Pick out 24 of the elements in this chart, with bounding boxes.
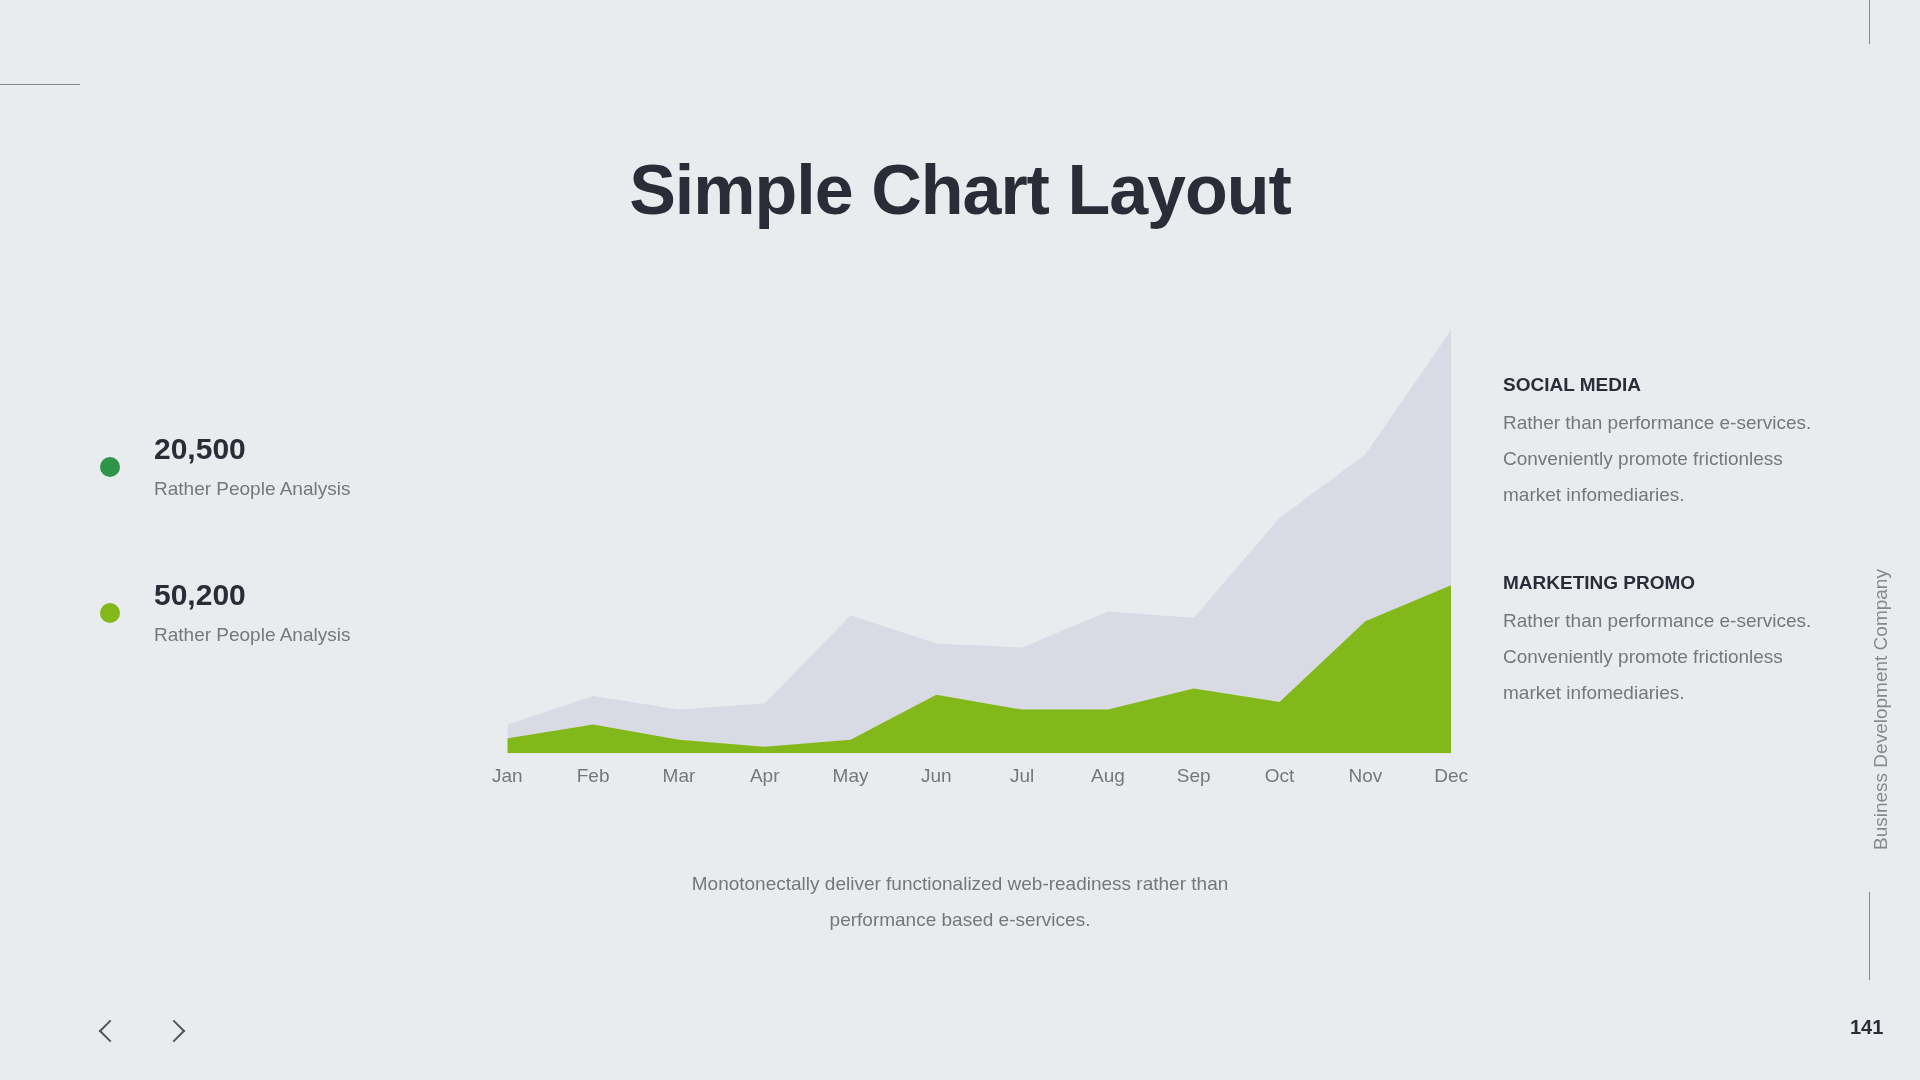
text: 20,500 [154, 432, 246, 466]
text: Rather than performance e-services. Conveniently promote frictionless market infomediaries. [1503, 411, 1813, 507]
x-tick-label: Jun [920, 764, 952, 786]
text: Rather People Analysis [154, 478, 351, 500]
text: Business Development Company [1870, 569, 1892, 850]
text: SOCIAL MEDIA [1503, 374, 1641, 396]
x-tick-label: Feb [576, 764, 610, 786]
x-tick-label: May [832, 764, 869, 786]
x-tick-label: Jul [1009, 764, 1035, 786]
x-tick-label: Apr [749, 764, 781, 786]
text: MARKETING PROMO [1503, 572, 1696, 594]
x-tick-label: Aug [1091, 764, 1125, 786]
x-tick-label: Jan [492, 764, 523, 786]
text: Rather People Analysis [154, 624, 351, 646]
x-tick-label: Mar [662, 764, 696, 786]
x-tick-label: Sep [1176, 764, 1211, 786]
text: Rather than performance e-services. Conveniently promote frictionless market infomediaries. [1503, 609, 1813, 705]
text: 50,200 [154, 578, 246, 612]
text: 141 [1850, 1016, 1884, 1039]
x-tick-label: Nov [1348, 764, 1383, 786]
x-tick-label: Dec [1434, 764, 1468, 786]
chart-title: Simple Chart Layout [628, 150, 1292, 230]
text: Monotonectally deliver functionalized web-readiness rather than performance based e-services. [690, 872, 1230, 932]
x-tick-label: Oct [1264, 764, 1296, 786]
